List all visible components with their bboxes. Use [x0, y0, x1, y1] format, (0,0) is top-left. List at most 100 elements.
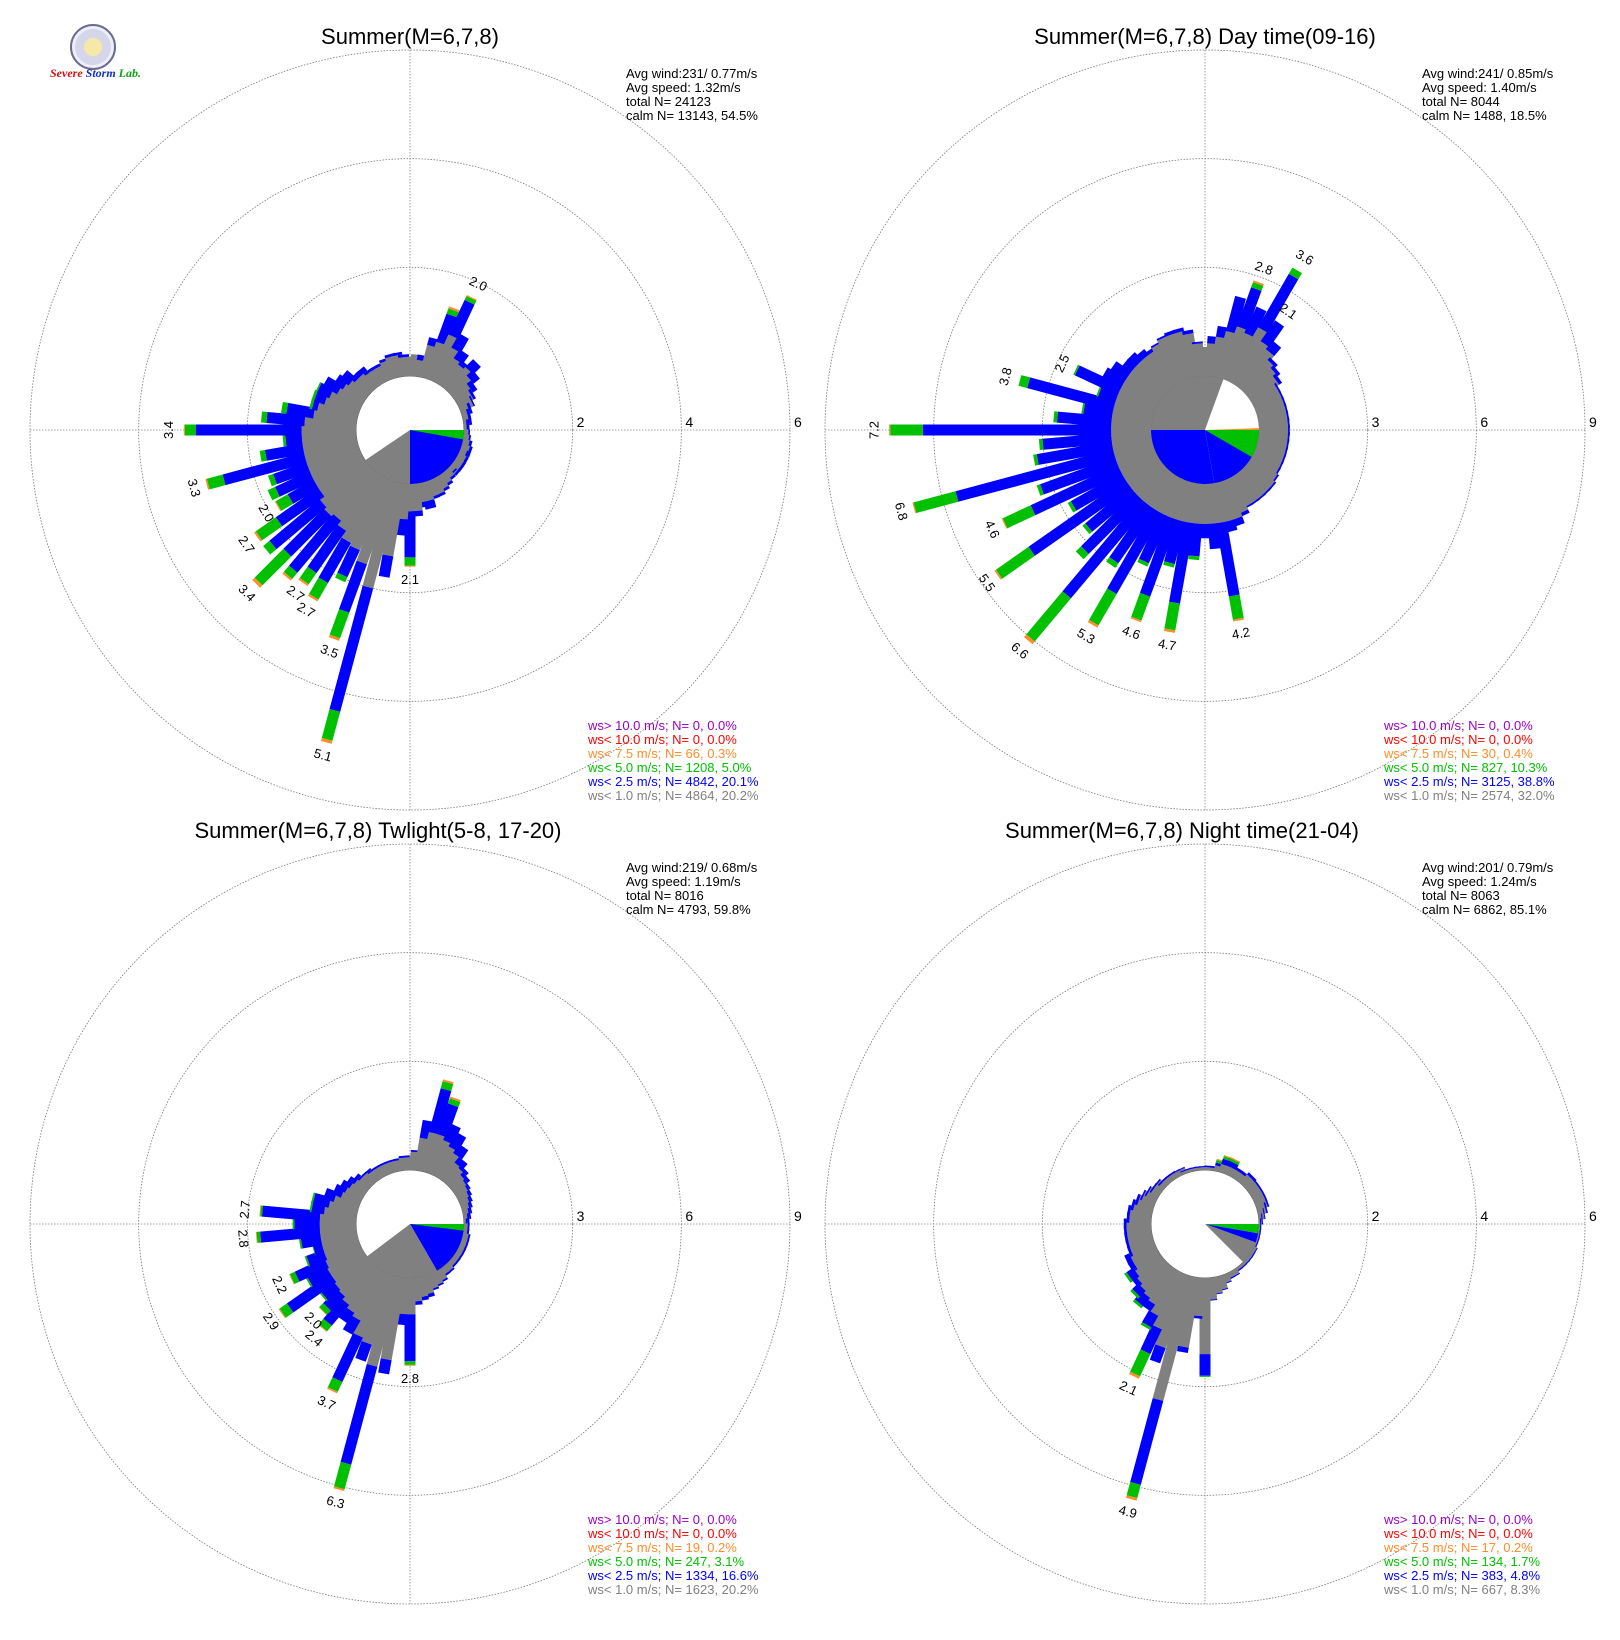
windrose-bar-segment-green: [305, 1277, 313, 1288]
windrose-bar-segment-blue: [1164, 519, 1186, 565]
windrose-legend-entry: ws< 7.5 m/s; N= 17, 0.2%: [1383, 1540, 1533, 1555]
windrose-bar-segment-green: [309, 398, 315, 410]
windrose-bar-segment-blue: [378, 1358, 392, 1375]
windrose-bar-segment-blue: [1236, 287, 1262, 331]
windrose-bar-segment-orange: [1001, 518, 1008, 529]
windrose-bar-segment-gray: [323, 464, 376, 517]
windrose-bar-segment-orange: [1229, 1157, 1241, 1163]
lab-logo-text-3: Lab.: [118, 66, 142, 80]
windrose-ring-label: 6: [1589, 1208, 1597, 1224]
windrose-bar-segment-gray: [366, 1274, 402, 1367]
windrose-direction-value-label: 2.8: [235, 1229, 252, 1248]
windrose-bar-segment-green: [206, 474, 226, 490]
windrose-bar-segment-green: [913, 491, 959, 513]
windrose-bar-segment-green: [446, 308, 459, 318]
windrose-bar-segment-green: [319, 1303, 331, 1315]
windrose-bar-segment-orange: [1087, 619, 1099, 628]
windrose-bar-segment-blue: [351, 1173, 362, 1185]
windrose-bar-segment-green: [260, 1205, 263, 1217]
windrose-bar-segment-green: [327, 1377, 343, 1392]
windrose-ring-label: 6: [685, 1208, 693, 1224]
windrose-bar-segment-blue: [1074, 365, 1123, 396]
windrose-legend-entry: ws> 10.0 m/s; N= 0, 0.0%: [1383, 1512, 1533, 1527]
windrose-legend-entry: ws< 2.5 m/s; N= 1334, 16.6%: [587, 1568, 759, 1583]
windrose-bar-segment-gray: [1231, 341, 1270, 389]
windrose-bar-segment-green: [309, 1201, 314, 1213]
windrose-bar-segment-green: [334, 1461, 352, 1490]
windrose-bar-segment-green: [329, 609, 350, 639]
windrose-bar-segment-orange: [278, 1308, 286, 1319]
windrose-bar-segment-blue: [1036, 440, 1114, 465]
windrose-bar-segment-blue: [1177, 1345, 1189, 1353]
windrose-bar-segment-green: [1018, 375, 1031, 389]
windrose-bar-segment-green: [310, 1192, 316, 1204]
windrose-bar-segment-blue: [1152, 1178, 1161, 1189]
windrose-bar-segment-green: [890, 424, 923, 436]
windrose-bar-segment-green: [1038, 438, 1044, 450]
windrose-bar-segment-blue: [453, 349, 469, 365]
windrose-bar-segment-gray: [353, 1270, 393, 1338]
windrose-bar-segment-blue: [466, 1213, 470, 1225]
windrose-stat-avg-wind: Avg wind:201/ 0.79m/s: [1422, 860, 1554, 875]
windrose-bar-segment-green: [1036, 484, 1044, 496]
windrose-ring-label: 6: [794, 414, 802, 430]
windrose-bar-segment-blue: [436, 1103, 459, 1138]
windrose-bar-segment-green: [995, 546, 1035, 579]
windrose-bar-segment-gray: [1153, 474, 1183, 514]
windrose-bar-segment-orange: [404, 565, 416, 567]
windrose-stat-calm: calm N= 13143, 54.5%: [626, 108, 758, 123]
windrose-bar-segment-green: [448, 1098, 461, 1108]
windrose-calm-sector: [1205, 1224, 1256, 1263]
windrose-bar-segment-gray: [1235, 349, 1275, 393]
windrose-bar-segment-blue: [1132, 1283, 1146, 1297]
windrose-bar-segment-green: [311, 389, 318, 401]
windrose-bar-segment-blue: [342, 1315, 361, 1335]
windrose-bar-segment-orange: [994, 569, 1003, 580]
windrose-direction-value-label: 2.8: [1253, 258, 1275, 278]
windrose-ring-label: 9: [1589, 414, 1597, 430]
windrose-bar-segment-blue: [1267, 357, 1278, 368]
windrose-bar-segment-blue: [1225, 295, 1246, 334]
windrose-bar-segment-blue: [1263, 1202, 1268, 1214]
windrose-direction-value-label: 3.6: [1293, 246, 1316, 268]
windrose-direction-value-label: 2.1: [401, 572, 419, 587]
windrose-bar-segment-blue: [320, 1281, 341, 1301]
windrose-stat-calm: calm N= 4793, 59.8%: [626, 902, 751, 917]
windrose-bar-segment-gray: [398, 356, 411, 377]
windrose-bar-segment-blue: [448, 299, 475, 340]
windrose-bar-segment-blue: [275, 470, 315, 497]
windrose-bar-segment-green: [1199, 1375, 1211, 1377]
windrose-direction-value-label: 2.0: [302, 1309, 325, 1332]
windrose-bar-segment-green: [1089, 588, 1117, 626]
windrose-bar-segment-orange: [183, 424, 185, 436]
windrose-direction-value-label: 3.5: [318, 641, 340, 661]
windrose-bar-segment-gray: [380, 1276, 406, 1361]
windrose-bar-segment-orange: [1125, 1495, 1138, 1501]
windrose-calm-sector: [410, 1224, 464, 1271]
windrose-bar-segment-blue: [448, 1132, 467, 1152]
windrose-bar-segment-gray: [356, 478, 397, 565]
windrose-bar-segment-blue: [322, 376, 343, 395]
windrose-bar-segment-blue: [306, 1249, 328, 1267]
windrose-bar-segment-green: [1130, 1289, 1140, 1299]
windrose-bar-segment-orange: [1253, 280, 1264, 286]
windrose-bar-segment-gray: [1146, 1265, 1179, 1305]
windrose-bar-segment-green: [1288, 267, 1302, 280]
windrose-bar-segment-blue: [1097, 386, 1119, 404]
windrose-bar-segment-blue: [462, 1179, 471, 1190]
windrose-bar-segment-blue: [467, 1202, 473, 1214]
windrose-title: Summer(M=6,7,8) Twlight(5-8, 17-20): [194, 818, 561, 843]
windrose-legend-entry: ws< 1.0 m/s; N= 667, 8.3%: [1383, 1582, 1541, 1597]
windrose-bar-segment-blue: [436, 313, 457, 346]
windrose-legend-entry: ws> 10.0 m/s; N= 0, 0.0%: [1383, 718, 1533, 733]
windrose-bar-segment-orange: [289, 1274, 295, 1285]
windrose-bar-segment-gray: [332, 467, 380, 521]
windrose-bar-segment-gray: [427, 334, 459, 384]
windrose-bar-segment-orange: [282, 571, 293, 581]
windrose-bar-segment-green: [1081, 402, 1085, 415]
windrose-bar-segment-green: [1026, 591, 1071, 642]
windrose-bar-segment-green: [282, 435, 287, 447]
windrose-stat-avg-speed: Avg speed: 1.40m/s: [1422, 80, 1537, 95]
windrose-bar-segment-gray: [436, 1152, 463, 1183]
